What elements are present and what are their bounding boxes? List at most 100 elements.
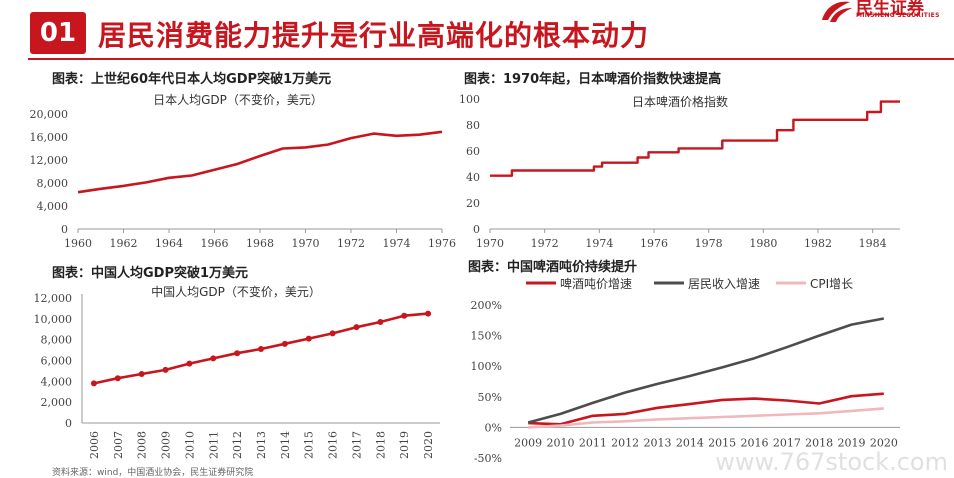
chart4-xtick-label: 2010	[547, 436, 575, 449]
chart3-ytick-label: 4,000	[41, 375, 73, 388]
chart4-xtick-label: 2014	[676, 436, 704, 449]
chart3-ytick-label: 0	[65, 417, 72, 430]
chart3-xtick-label: 2012	[231, 431, 244, 459]
chart1-panel-label: 图表：上世纪60年代日本人均GDP突破1万美元	[52, 72, 332, 87]
chart3-ytick-label: 8,000	[41, 334, 73, 347]
chart3-ytick-label: 6,000	[41, 355, 73, 368]
chart2-ytick-label: 0	[473, 223, 480, 236]
chart4-xtick-label: 2018	[805, 436, 833, 449]
chart2-xtick-label: 1972	[531, 237, 559, 250]
chart3-xtick-label: 2016	[327, 431, 340, 459]
chart3-ytick-label: 12,000	[34, 292, 73, 305]
header-divider	[28, 58, 954, 60]
chart4-xtick-label: 2015	[708, 436, 736, 449]
chart4-ytick-label: 0%	[485, 421, 502, 434]
chart3-data-point	[162, 366, 169, 373]
chart4-xtick-label: 2016	[741, 436, 769, 449]
chart4-ytick-label: 200%	[471, 299, 502, 312]
chart2-ytick-label: 40	[466, 171, 480, 184]
chart4-ytick-label: 50%	[478, 391, 502, 404]
chart2-xtick-label: 1976	[640, 237, 668, 250]
chart3-xtick-label: 2013	[255, 431, 268, 459]
chart4-series-line-2	[527, 317, 885, 424]
chart3-xtick-label: 2018	[374, 431, 387, 459]
chart4-xtick-label: 2011	[579, 436, 607, 449]
chart3-data-point	[377, 318, 384, 325]
chart4-ytick-label: -50%	[474, 452, 502, 465]
chart3-xtick-label: 2007	[112, 431, 125, 459]
chart4-legend-label: 居民收入增速	[688, 277, 760, 291]
chart3-xtick-label: 2020	[422, 431, 435, 459]
chart3-xtick-label: 2019	[398, 431, 411, 459]
chart3-xtick-label: 2009	[160, 431, 173, 459]
chart4-ytick-label: 150%	[471, 330, 502, 343]
chart4-xtick-label: 2017	[773, 436, 801, 449]
chart3-xtick-label: 2008	[136, 431, 149, 459]
chart3-xtick-label: 2006	[88, 431, 101, 459]
chart3-data-point	[186, 360, 193, 367]
chart3-data-point	[90, 380, 97, 387]
chart2-xtick-label: 1982	[804, 237, 832, 250]
chart4-xtick-label: 2020	[870, 436, 898, 449]
chart3-xtick-label: 2014	[279, 431, 292, 459]
logo-text-cn: 民生证券	[856, 0, 924, 19]
chart1-xtick-label: 1962	[110, 237, 138, 250]
chart2-xtick-label: 1984	[859, 237, 887, 250]
chart1-xtick-label: 1974	[383, 237, 411, 250]
chart4-ytick-label: 100%	[471, 360, 502, 373]
chart3-data-point	[210, 355, 217, 362]
chart2-xtick-label: 1980	[749, 237, 777, 250]
chart3-ytick-label: 2,000	[41, 396, 73, 409]
chart2-title: 日本啤酒价格指数	[632, 94, 728, 109]
chart3-title: 中国人均GDP（不变价，美元）	[151, 284, 321, 299]
chart3-data-point	[114, 375, 121, 382]
chart4-xtick-label: 2013	[644, 436, 672, 449]
chart4-panel-label: 图表：中国啤酒吨价持续提升	[468, 260, 638, 275]
chart2-ytick-label: 100	[459, 93, 480, 106]
chart4-legend-label: CPI增长	[810, 277, 853, 291]
chart3-xtick-label: 2010	[183, 431, 196, 459]
chart4-xtick-label: 2019	[838, 436, 866, 449]
source-note: 资料来源：wind，中国酒业协会，民生证券研究院	[52, 468, 254, 478]
chart1-xtick-label: 1960	[64, 237, 92, 250]
chart3-data-point	[305, 335, 312, 342]
chart1-ytick-label: 12,000	[30, 154, 69, 167]
chart3-data-point	[401, 312, 408, 319]
chart3-xtick-label: 2015	[303, 431, 316, 459]
chart3-xtick-label: 2017	[350, 431, 363, 459]
chart3-data-point	[425, 310, 432, 317]
chart2-ytick-label: 20	[466, 197, 480, 210]
chart2-xtick-label: 1970	[476, 237, 504, 250]
chart2-ytick-label: 60	[466, 145, 480, 158]
chart3-ytick-label: 10,000	[34, 313, 73, 326]
section-number-badge: 01	[30, 12, 86, 54]
chart4-xtick-label: 2012	[611, 436, 639, 449]
company-logo: 民生证券 MINSHENG SECURITIES	[818, 0, 954, 24]
chart1-xtick-label: 1966	[201, 237, 229, 250]
chart2-xtick-label: 1974	[585, 237, 613, 250]
chart1-title: 日本人均GDP（不变价，美元）	[153, 92, 323, 107]
chart1-ytick-label: 4,000	[37, 200, 69, 213]
chart3-data-point	[258, 346, 264, 353]
chart3-data-point	[234, 350, 241, 357]
chart3-data-point	[281, 340, 288, 347]
chart1-xtick-label: 1972	[337, 237, 365, 250]
chart1-xtick-label: 1970	[292, 237, 320, 250]
chart1-ytick-label: 0	[61, 223, 68, 236]
chart4-series-line-3	[528, 407, 884, 429]
chart3-data-point	[329, 330, 336, 337]
chart1-xtick-label: 1968	[246, 237, 274, 250]
logo-mark-icon	[822, 1, 852, 22]
chart3-xtick-label: 2011	[207, 431, 220, 459]
chart2-panel-label: 图表：1970年起，日本啤酒价指数快速提高	[464, 72, 722, 87]
chart1-ytick-label: 8,000	[37, 177, 69, 190]
chart3-data-point	[353, 324, 360, 331]
chart2-ytick-label: 80	[466, 119, 480, 132]
chart1-series-line-1	[77, 130, 443, 194]
chart1-ytick-label: 16,000	[30, 131, 69, 144]
watermark-text: www.767stock.com	[715, 448, 948, 476]
page-title: 居民消费能力提升是行业高端化的根本动力	[98, 19, 650, 52]
logo-text-en: MINSHENG SECURITIES	[856, 12, 940, 19]
chart4-legend-label: 啤酒吨价增速	[560, 276, 632, 291]
